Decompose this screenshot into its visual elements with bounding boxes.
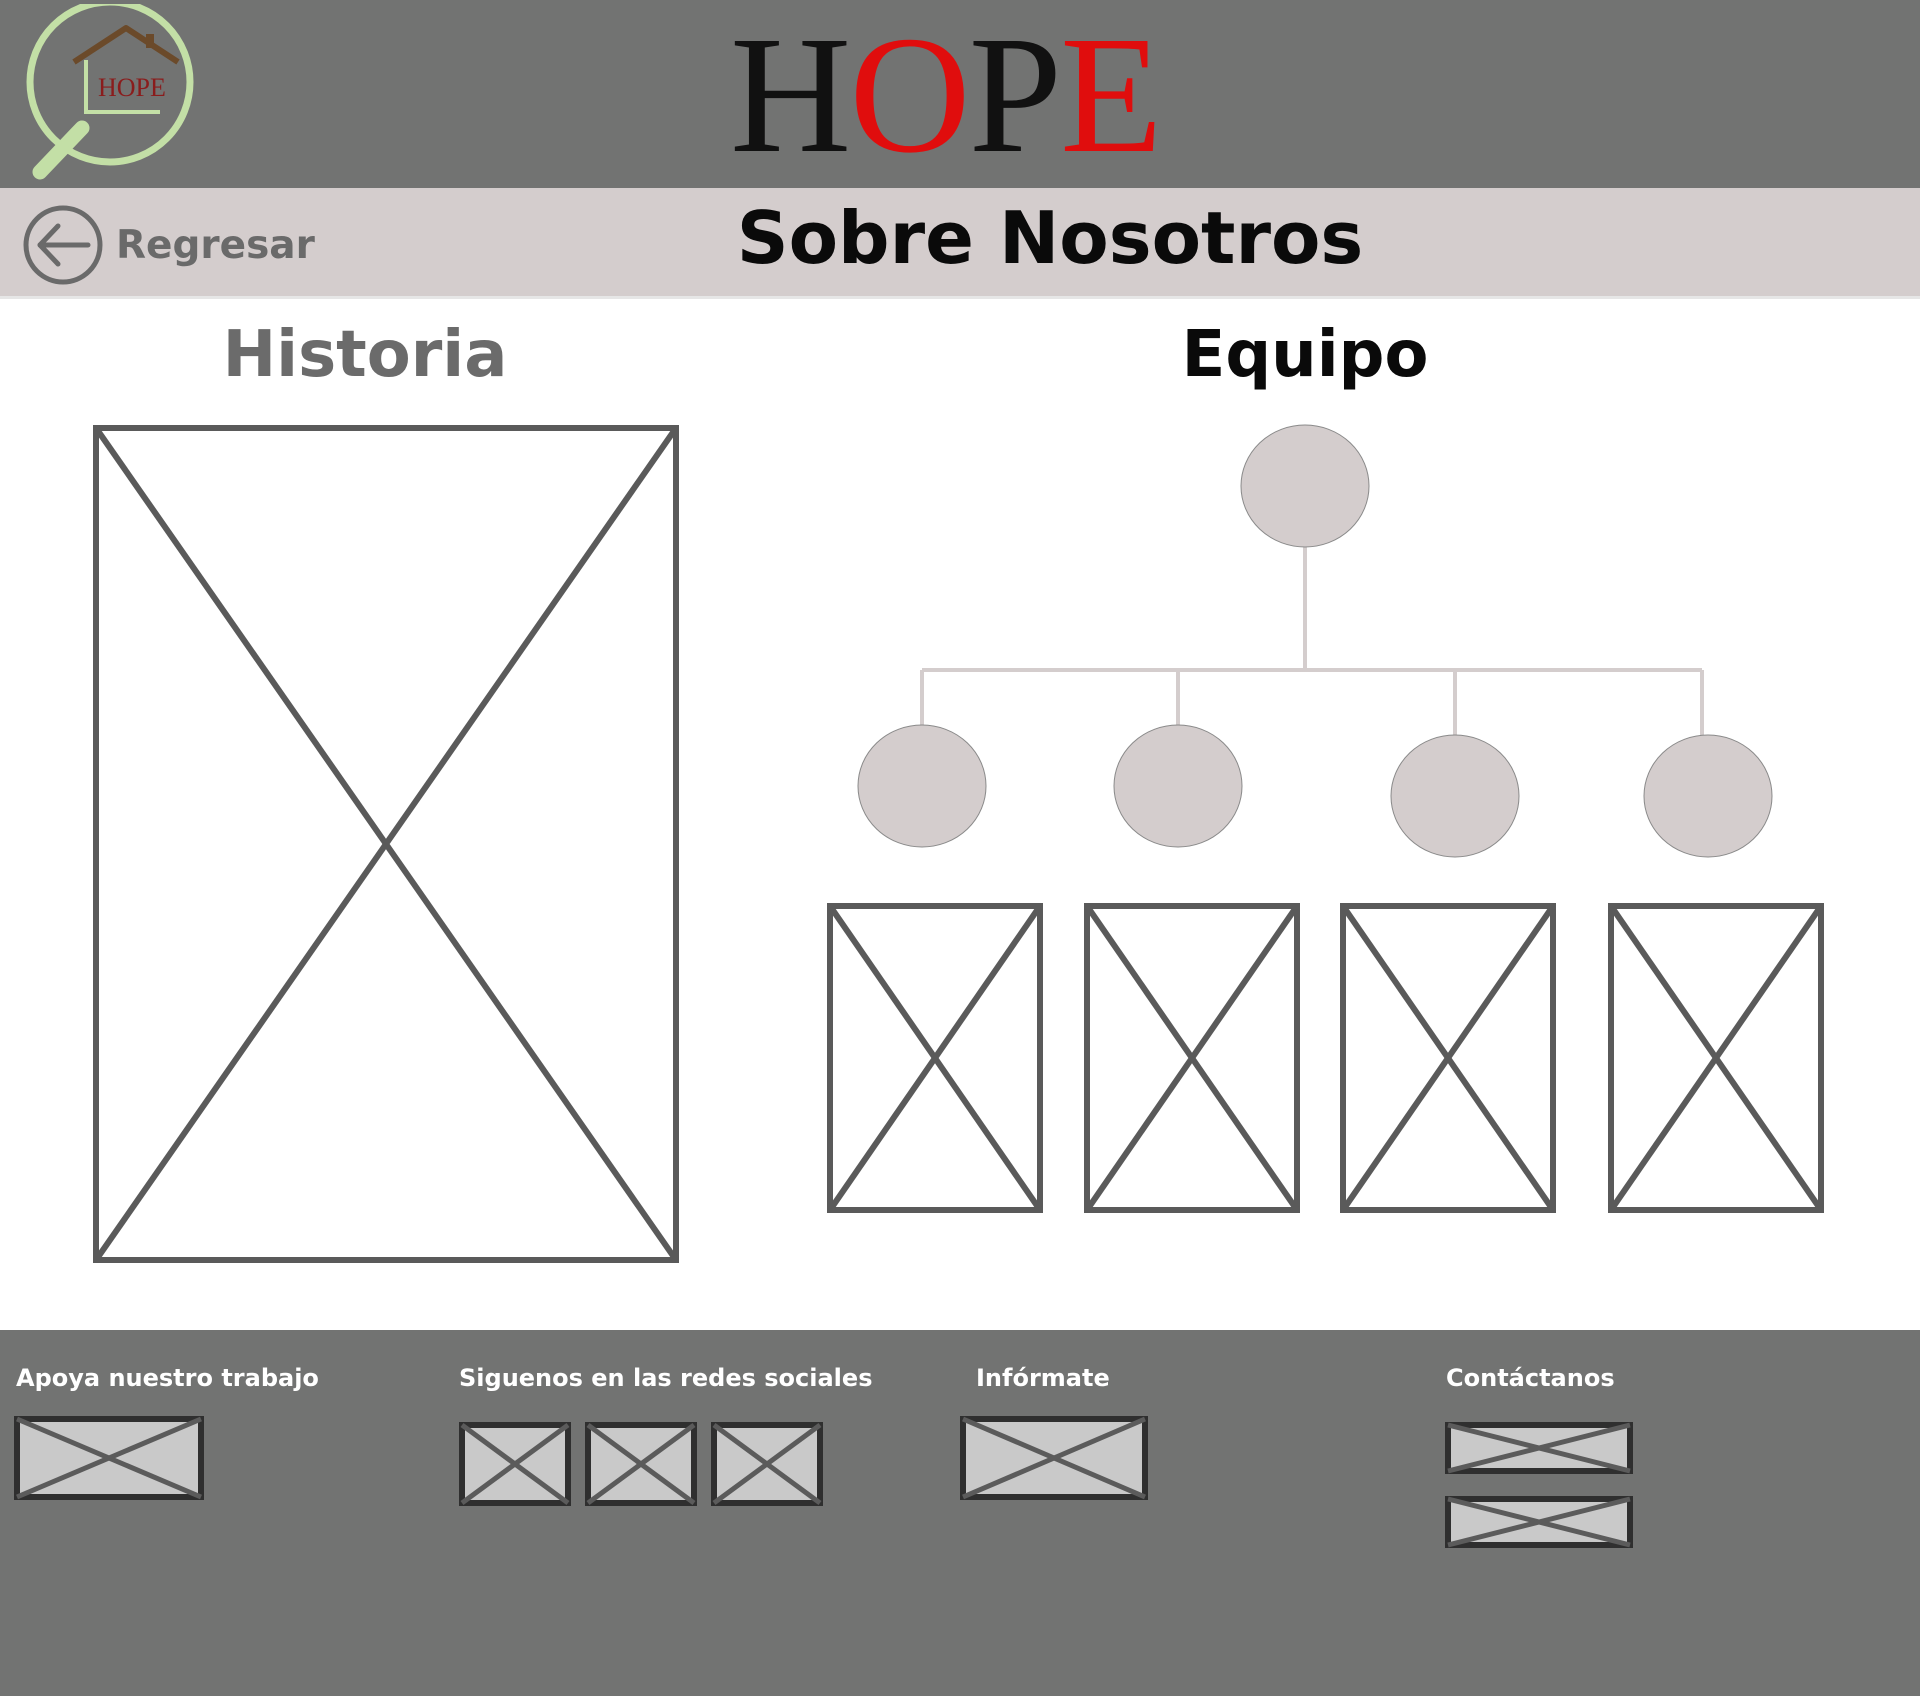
info-button[interactable] — [960, 1416, 1148, 1500]
contact-link[interactable] — [1445, 1422, 1633, 1474]
image-placeholder-icon — [93, 425, 679, 1263]
member-photo[interactable] — [1339, 902, 1557, 1214]
social-link[interactable] — [585, 1422, 697, 1506]
image-placeholder-icon — [1445, 1422, 1633, 1474]
social-icon — [459, 1422, 571, 1506]
back-button[interactable] — [22, 204, 104, 286]
magnifier-house-logo-icon: HOPE — [26, 4, 194, 180]
member-photo[interactable] — [1607, 902, 1825, 1214]
social-icon — [711, 1422, 823, 1506]
brand-letter: E — [1060, 2, 1163, 188]
brand-letter: O — [849, 2, 970, 188]
arrow-left-circle-icon — [23, 205, 103, 285]
back-link[interactable]: Regresar — [116, 223, 315, 268]
org-chart-connectors — [920, 546, 1704, 736]
image-placeholder-icon — [14, 1416, 204, 1500]
member-avatar[interactable] — [1390, 734, 1520, 858]
member-avatar[interactable] — [1113, 724, 1243, 848]
footer-social-label: Siguenos en las redes sociales — [459, 1364, 873, 1392]
brand-title: HOPE — [730, 8, 1190, 183]
member-photo[interactable] — [1083, 902, 1301, 1214]
image-placeholder-icon — [1340, 903, 1556, 1213]
image-placeholder-icon — [827, 903, 1043, 1213]
social-link[interactable] — [711, 1422, 823, 1506]
image-placeholder-icon — [1084, 903, 1300, 1213]
brand-letter: H — [730, 2, 851, 188]
social-icon — [585, 1422, 697, 1506]
member-avatar[interactable] — [857, 724, 987, 848]
contact-link[interactable] — [1445, 1496, 1633, 1548]
header — [0, 0, 1920, 188]
team-org-chart — [820, 420, 1820, 860]
image-placeholder-icon — [1445, 1496, 1633, 1548]
equipo-title: Equipo — [1181, 318, 1429, 392]
footer-contact-label: Contáctanos — [1446, 1364, 1615, 1392]
historia-image[interactable] — [92, 424, 680, 1264]
footer-support-label: Apoya nuestro trabajo — [16, 1364, 319, 1392]
footer-info-label: Infórmate — [976, 1364, 1110, 1392]
member-avatar[interactable] — [1643, 734, 1773, 858]
leader-avatar[interactable] — [1240, 424, 1370, 548]
logo[interactable]: HOPE — [14, 4, 200, 186]
image-placeholder-icon — [960, 1416, 1148, 1500]
donate-button[interactable] — [14, 1416, 204, 1500]
brand-letter: P — [968, 2, 1062, 188]
logo-text: HOPE — [98, 73, 166, 102]
member-photo[interactable] — [826, 902, 1044, 1214]
social-link[interactable] — [459, 1422, 571, 1506]
historia-title: Historia — [222, 318, 508, 392]
subheader-bar — [0, 188, 1920, 299]
image-placeholder-icon — [1608, 903, 1824, 1213]
page-title: Sobre Nosotros — [736, 196, 1364, 280]
